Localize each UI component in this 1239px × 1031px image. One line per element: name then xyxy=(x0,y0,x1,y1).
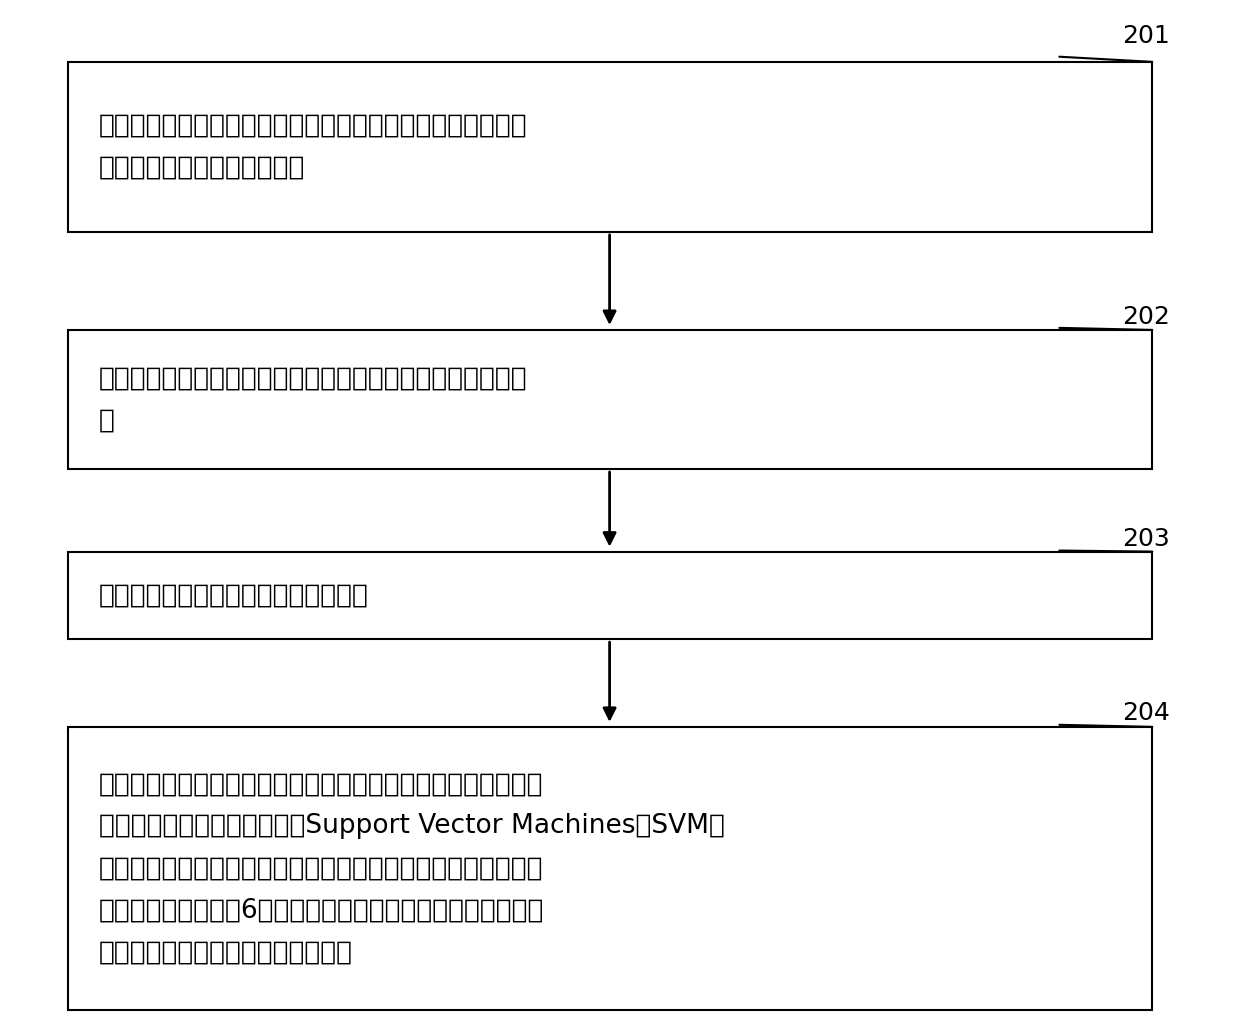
Text: 204: 204 xyxy=(1123,701,1170,726)
Text: 型: 型 xyxy=(99,407,115,434)
Text: 缘类型，并采用支持向量机（Support Vector Machines，SVM）: 缘类型，并采用支持向量机（Support Vector Machines，SVM… xyxy=(99,813,725,839)
Bar xyxy=(68,727,1152,1010)
Text: 对所有三维孔洞边缘，基于提取出的形状分布特征以工标注的边: 对所有三维孔洞边缘，基于提取出的形状分布特征以工标注的边 xyxy=(99,771,544,797)
Text: 洞边缘至少分为以下6类：眼眶边缘、鼻框边缘、颞骨边缘、上: 洞边缘至少分为以下6类：眼眶边缘、鼻框边缘、颞骨边缘、上 xyxy=(99,898,544,924)
Bar xyxy=(68,552,1152,639)
Text: 从每一三维孔洞边缘提取形状分布特征: 从每一三维孔洞边缘提取形状分布特征 xyxy=(99,583,369,608)
Text: 标注每一个待训练三维颅骨模型中的每一条三维孔洞边缘的类: 标注每一个待训练三维颅骨模型中的每一条三维孔洞边缘的类 xyxy=(99,365,528,392)
Text: 界边、三维孔洞边缘、边缘点: 界边、三维孔洞边缘、边缘点 xyxy=(99,155,306,181)
Text: 201: 201 xyxy=(1123,24,1170,48)
Bar xyxy=(68,330,1152,469)
Text: 对所有三维孔洞边缘进行分类训练得到边缘类型分类器，三维孔: 对所有三维孔洞边缘进行分类训练得到边缘类型分类器，三维孔 xyxy=(99,856,544,882)
Text: 对数据库中的每一个三维颅骨模型进行边缘提取，以提取出边: 对数据库中的每一个三维颅骨模型进行边缘提取，以提取出边 xyxy=(99,112,528,139)
Text: 202: 202 xyxy=(1123,304,1170,329)
Bar xyxy=(68,62,1152,232)
Text: 颌骨边缘、下颌骨边缘以及其他边缘: 颌骨边缘、下颌骨边缘以及其他边缘 xyxy=(99,940,353,966)
Text: 203: 203 xyxy=(1123,527,1170,552)
